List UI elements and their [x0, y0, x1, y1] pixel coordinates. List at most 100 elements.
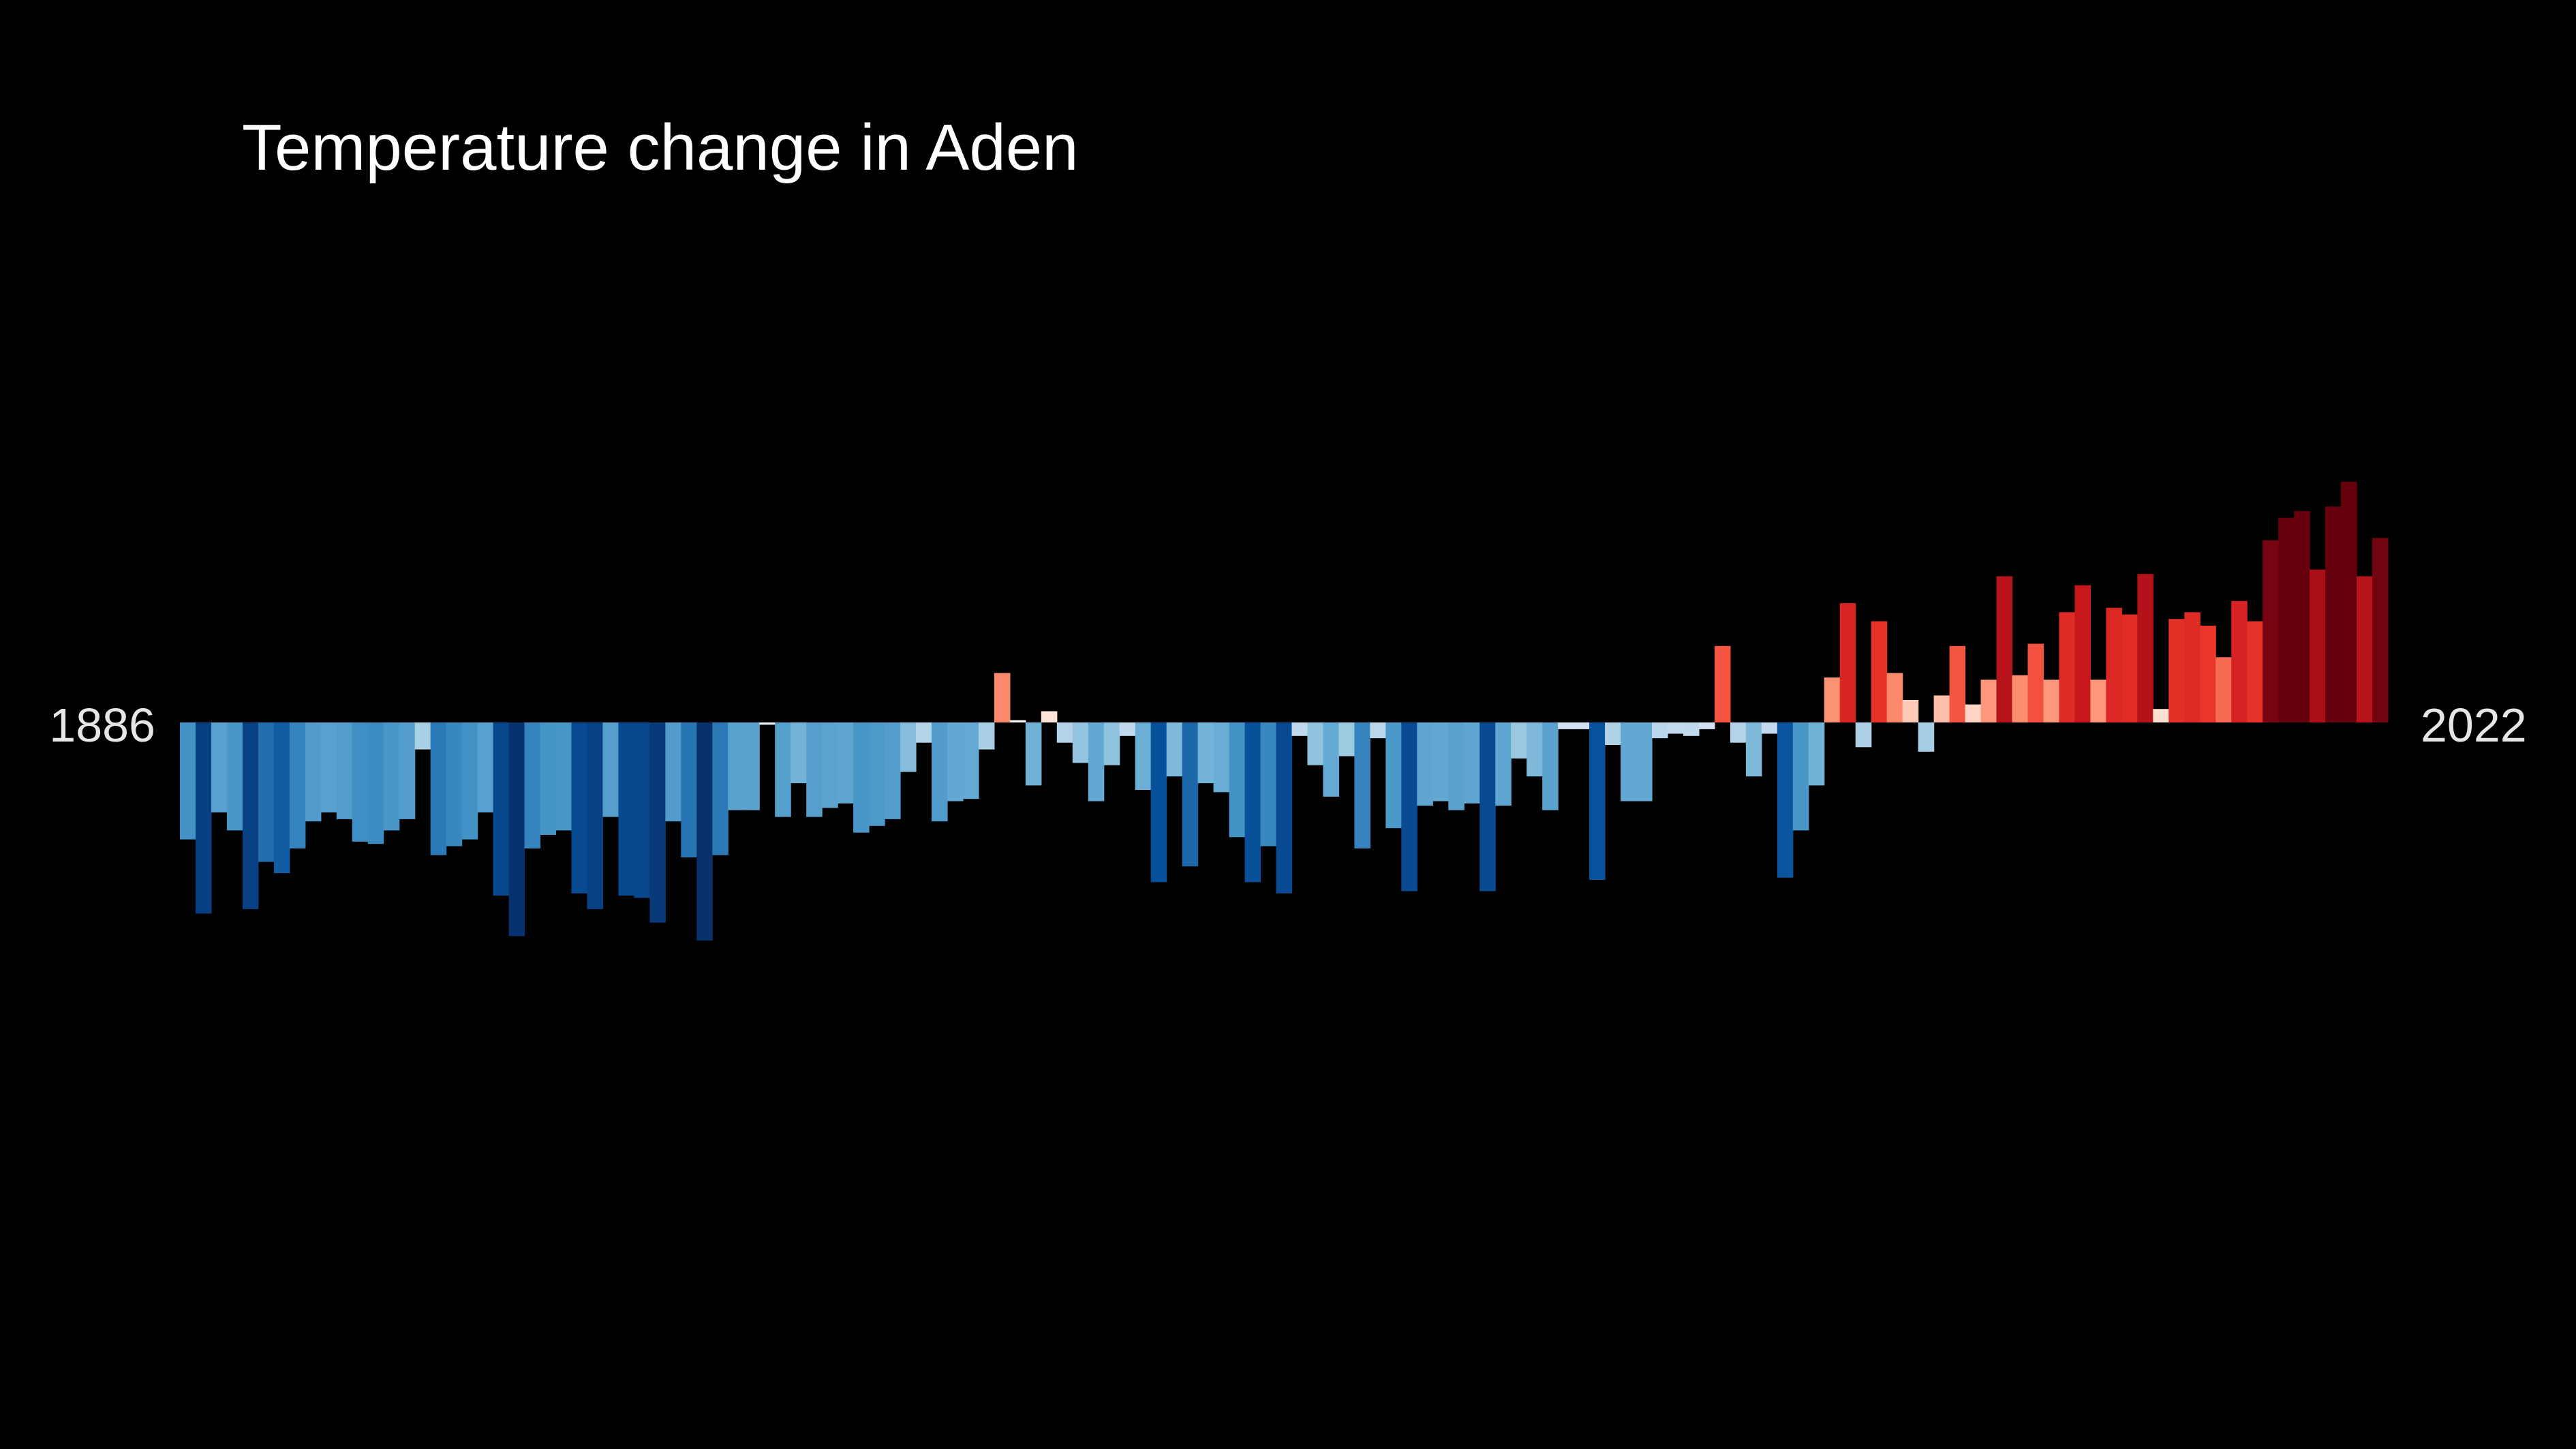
bar-1908 — [524, 722, 541, 849]
bar-1935 — [947, 722, 964, 802]
bar-1899 — [383, 722, 400, 831]
bar-1966 — [1432, 722, 1449, 802]
bar-1953 — [1229, 722, 1246, 838]
bar-1999 — [1949, 645, 1966, 722]
bar-1988 — [1777, 722, 1794, 878]
bar-1963 — [1385, 722, 1402, 829]
bar-1890 — [242, 722, 259, 909]
bar-1886 — [180, 722, 196, 840]
bar-1904 — [461, 722, 478, 840]
bar-2008 — [2090, 680, 2106, 722]
bar-1898 — [367, 722, 384, 844]
bar-1959 — [1323, 722, 1340, 797]
bar-1967 — [1448, 722, 1465, 810]
bar-2003 — [2012, 675, 2029, 722]
bar-1912 — [587, 722, 604, 909]
bar-1978 — [1621, 722, 1637, 802]
bar-2017 — [2231, 600, 2248, 722]
bar-1994 — [1871, 621, 1888, 722]
bar-2023 — [2325, 506, 2342, 722]
start-year-label: 1886 — [49, 699, 155, 752]
bar-1916 — [649, 722, 666, 923]
bar-1909 — [540, 722, 557, 835]
bar-2005 — [2043, 680, 2060, 722]
bar-1938 — [994, 673, 1011, 722]
bar-1975 — [1574, 722, 1590, 729]
bar-1925 — [791, 722, 807, 784]
bar-1971 — [1511, 722, 1527, 759]
bar-1910 — [555, 722, 572, 831]
bar-1941 — [1041, 711, 1058, 722]
bar-1980 — [1652, 722, 1668, 739]
bar-1952 — [1213, 722, 1230, 793]
bar-1979 — [1636, 722, 1653, 802]
bar-1924 — [775, 722, 791, 817]
bar-1918 — [681, 722, 697, 857]
bar-1965 — [1417, 722, 1433, 806]
chart-title: Temperature change in Aden — [242, 111, 1079, 184]
bar-1921 — [728, 722, 744, 810]
bar-1945 — [1103, 722, 1120, 765]
bar-1949 — [1166, 722, 1183, 777]
bar-1958 — [1307, 722, 1324, 765]
bar-1946 — [1119, 722, 1136, 736]
bar-2026 — [2372, 538, 2389, 722]
bar-1914 — [618, 722, 634, 896]
bar-2006 — [2059, 612, 2076, 722]
bar-1991 — [1824, 677, 1841, 722]
bar-1889 — [226, 722, 243, 831]
bar-1892 — [273, 722, 290, 874]
bar-1989 — [1792, 722, 1809, 831]
bar-1997 — [1918, 722, 1935, 752]
bar-2000 — [1965, 704, 1982, 722]
bar-1936 — [962, 722, 979, 799]
bar-1990 — [1808, 722, 1825, 786]
bar-1913 — [602, 722, 619, 817]
bar-1901 — [414, 722, 431, 750]
bar-1964 — [1401, 722, 1417, 891]
bar-1995 — [1886, 673, 1903, 722]
bar-2012 — [2153, 709, 2169, 722]
bar-1922 — [743, 722, 760, 810]
bar-1931 — [885, 722, 901, 819]
bar-2011 — [2137, 574, 2153, 722]
temperature-bars — [180, 481, 2389, 941]
bar-1942 — [1056, 722, 1073, 743]
bar-1968 — [1464, 722, 1480, 804]
bar-1982 — [1683, 722, 1700, 736]
bar-2015 — [2200, 626, 2216, 722]
bar-1928 — [838, 722, 854, 804]
bar-1917 — [665, 722, 681, 822]
bar-1986 — [1745, 722, 1762, 777]
bar-1977 — [1605, 722, 1621, 745]
bar-1905 — [477, 722, 494, 812]
bar-1891 — [258, 722, 275, 862]
bar-1893 — [289, 722, 306, 849]
bar-1981 — [1667, 722, 1684, 734]
bar-1907 — [508, 722, 525, 936]
bar-1895 — [320, 722, 337, 812]
bar-1976 — [1589, 722, 1606, 880]
bar-1947 — [1135, 722, 1152, 790]
bar-2001 — [1980, 680, 1997, 722]
bar-1969 — [1479, 722, 1496, 891]
bar-1944 — [1088, 722, 1105, 802]
bar-1929 — [853, 722, 870, 833]
bar-1906 — [493, 722, 510, 896]
bar-1932 — [900, 722, 917, 772]
bar-1954 — [1244, 722, 1261, 883]
bar-1888 — [211, 722, 228, 812]
bar-1902 — [430, 722, 447, 855]
bar-1955 — [1260, 722, 1277, 846]
bar-1984 — [1714, 645, 1731, 722]
bar-1996 — [1902, 700, 1919, 722]
bar-1950 — [1182, 722, 1199, 867]
bar-1939 — [1009, 720, 1026, 722]
bar-2022 — [2310, 569, 2326, 722]
bar-2009 — [2106, 607, 2122, 722]
bar-1993 — [1855, 722, 1872, 748]
bar-1940 — [1025, 722, 1042, 786]
bar-1896 — [336, 722, 353, 819]
bar-1903 — [446, 722, 463, 846]
